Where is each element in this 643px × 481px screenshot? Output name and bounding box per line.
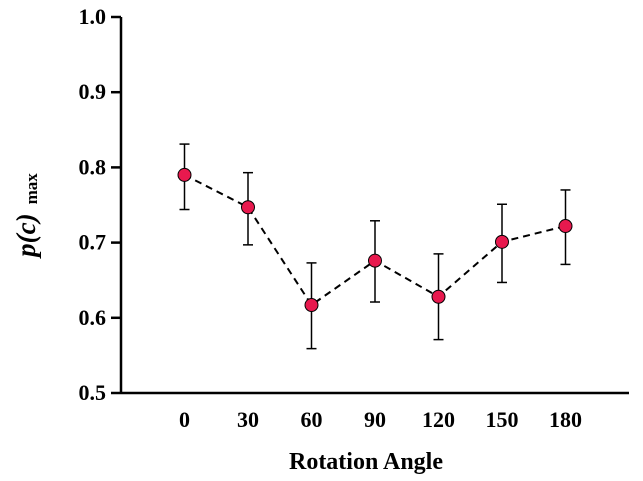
data-point-4 (431, 289, 446, 304)
x-tick-label-5: 150 (486, 407, 519, 432)
data-point-1 (241, 200, 255, 215)
axes (119, 17, 629, 395)
data-point-6 (558, 219, 573, 234)
y-axis-title-sub: max (22, 173, 41, 205)
y-axis-title: p(c) max (11, 173, 41, 259)
y-tick-label-3: 0.8 (79, 154, 107, 179)
y-axis-title-main: p(c) (11, 213, 41, 258)
data-series (177, 143, 573, 350)
x-ticks: 0 30 60 90 120 150 180 (179, 407, 582, 432)
y-tick-label-4: 0.9 (79, 79, 107, 104)
y-tick-label-1: 0.6 (79, 305, 107, 330)
x-tick-label-2: 60 (301, 407, 323, 432)
x-tick-label-4: 120 (422, 407, 455, 432)
x-tick-label-1: 30 (237, 407, 259, 432)
y-tick-label-0: 0.5 (79, 380, 107, 405)
y-tick-label-5: 1.0 (79, 4, 107, 29)
x-tick-label-6: 180 (549, 407, 582, 432)
x-tick-label-0: 0 (179, 407, 190, 432)
y-ticks: 0.5 0.6 0.7 0.8 0.9 1.0 (79, 4, 121, 405)
x-axis-title: Rotation Angle (289, 449, 443, 475)
x-tick-label-3: 90 (364, 407, 386, 432)
data-point-2 (304, 298, 319, 313)
y-tick-label-2: 0.7 (79, 230, 107, 255)
data-point-5 (495, 234, 509, 249)
svg-text:p(c) max: p(c) max (11, 173, 41, 259)
data-point-0 (177, 167, 192, 182)
data-point-3 (368, 253, 382, 268)
